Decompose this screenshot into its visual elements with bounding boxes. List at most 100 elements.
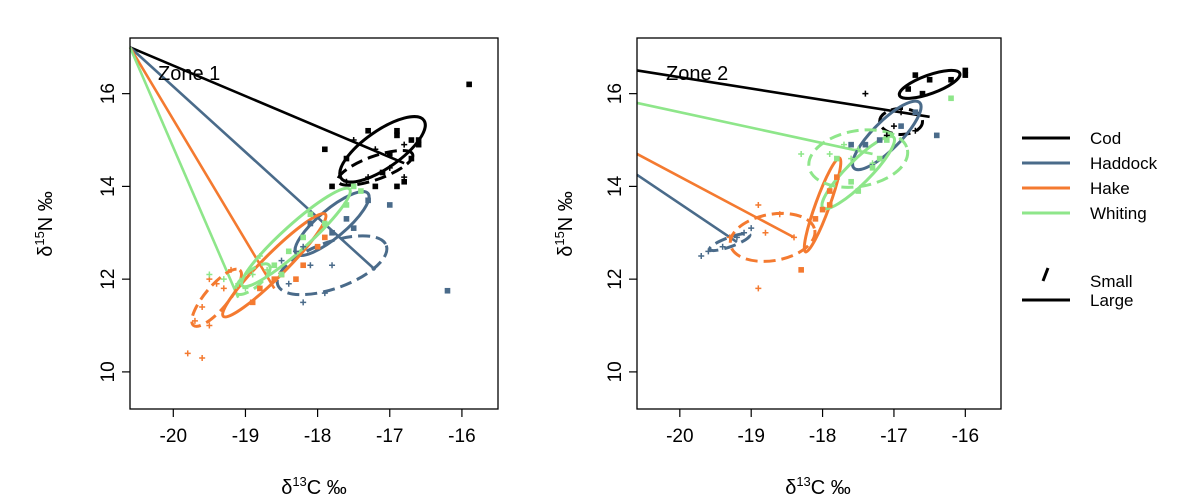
ellipse-haddock-small xyxy=(708,232,752,253)
point-whiting-small xyxy=(848,155,855,162)
point-hake-large xyxy=(812,216,819,222)
ellipses-layer xyxy=(190,115,427,328)
y-tick-label: 14 xyxy=(605,175,626,197)
y-label-rest: N ‰ xyxy=(35,191,57,231)
point-hake-small xyxy=(184,350,191,357)
y-label-delta: δ xyxy=(35,246,57,257)
x-axis-label: δ13C ‰ xyxy=(785,474,851,499)
x-ticks: -20 -19 -18 -17 -16 xyxy=(160,409,476,447)
point-hake-small xyxy=(762,229,769,236)
point-whiting-large xyxy=(884,137,890,143)
point-whiting-large xyxy=(271,262,278,269)
point-cod-small xyxy=(898,109,905,116)
legend-label-small: Small xyxy=(1090,272,1133,291)
point-whiting-small xyxy=(242,285,249,292)
point-whiting-large xyxy=(350,183,357,190)
ellipse-whiting-small xyxy=(233,262,272,296)
points-layer xyxy=(698,67,969,292)
line-hake xyxy=(636,152,795,239)
x-label-delta: δ xyxy=(785,477,796,499)
x-tick-label: -20 xyxy=(666,426,693,447)
y-tick-label: 14 xyxy=(98,175,119,197)
point-hake-large xyxy=(834,174,840,180)
point-cod-large xyxy=(415,137,422,143)
lines-layer xyxy=(636,69,930,244)
point-hake-small xyxy=(220,285,227,292)
point-hake-large xyxy=(271,276,278,282)
point-cod-large xyxy=(372,183,379,190)
point-whiting-small xyxy=(264,266,271,273)
x-tick-label: -18 xyxy=(304,426,331,447)
ellipse-cod-large xyxy=(338,115,427,184)
point-cod-large xyxy=(329,183,335,190)
ellipses-layer xyxy=(708,68,962,263)
point-whiting-large xyxy=(358,188,364,194)
point-hake-small xyxy=(228,266,235,273)
x-label-superscript: 13 xyxy=(796,474,810,489)
point-cod-large xyxy=(408,155,415,162)
point-haddock-large xyxy=(876,137,883,143)
point-cod-small xyxy=(350,137,357,144)
y-label-rest: N ‰ xyxy=(555,191,577,231)
ellipse-cod-large xyxy=(897,68,962,100)
y-tick-label: 12 xyxy=(605,269,626,290)
point-hake-large xyxy=(826,188,833,194)
y-ticks: 10 12 14 16 xyxy=(605,83,637,382)
y-axis-label: δ15N ‰ xyxy=(552,191,577,257)
line-haddock xyxy=(636,173,738,244)
point-cod-large xyxy=(394,127,400,134)
point-cod-large xyxy=(905,86,912,92)
panel-title: Zone 1 xyxy=(158,63,220,85)
point-haddock-small xyxy=(285,280,292,287)
point-cod-large xyxy=(386,151,393,157)
point-haddock-large xyxy=(862,141,869,148)
x-tick-label: -19 xyxy=(232,426,259,447)
y-tick-label: 10 xyxy=(605,361,626,382)
point-hake-large xyxy=(826,202,833,208)
y-label-delta: δ xyxy=(555,246,577,257)
point-hake-large xyxy=(293,276,299,282)
point-cod-large xyxy=(394,183,400,190)
point-cod-small xyxy=(401,174,408,181)
ellipse-haddock-small xyxy=(275,234,389,297)
point-whiting-large xyxy=(307,211,314,218)
ellipse-cod-small xyxy=(336,148,415,187)
point-haddock-large xyxy=(350,225,357,231)
x-tick-label: -16 xyxy=(952,426,979,447)
point-cod-large xyxy=(394,132,400,139)
point-haddock-large xyxy=(365,197,371,204)
line-hake xyxy=(128,46,276,290)
point-whiting-large xyxy=(285,248,292,255)
point-haddock-small xyxy=(307,262,314,269)
point-haddock-large xyxy=(444,287,451,294)
point-haddock-large xyxy=(848,141,854,148)
point-whiting-small xyxy=(249,271,256,278)
point-hake-small xyxy=(213,280,220,287)
point-cod-small xyxy=(386,164,393,171)
point-whiting-large xyxy=(876,155,883,162)
point-haddock-small xyxy=(300,299,307,306)
point-whiting-small xyxy=(855,146,862,153)
point-hake-small xyxy=(755,285,762,292)
legend-label-large: Large xyxy=(1090,291,1133,310)
point-cod-large xyxy=(926,76,933,83)
point-whiting-large xyxy=(322,220,328,227)
point-hake-large xyxy=(819,206,826,213)
x-label-rest: C ‰ xyxy=(307,477,347,499)
point-haddock-large xyxy=(912,109,919,115)
point-whiting-small xyxy=(235,280,242,287)
ellipse-haddock-large xyxy=(851,99,923,172)
point-cod-small xyxy=(365,174,372,181)
point-haddock-small xyxy=(278,257,285,264)
ellipse-whiting-small xyxy=(807,128,910,189)
point-cod-large xyxy=(408,137,415,143)
point-hake-small xyxy=(191,317,198,324)
line-cod xyxy=(636,69,930,119)
point-haddock-small xyxy=(733,234,740,241)
point-whiting-small xyxy=(840,141,847,148)
point-hake-large xyxy=(249,299,256,306)
point-haddock-large xyxy=(343,216,350,222)
